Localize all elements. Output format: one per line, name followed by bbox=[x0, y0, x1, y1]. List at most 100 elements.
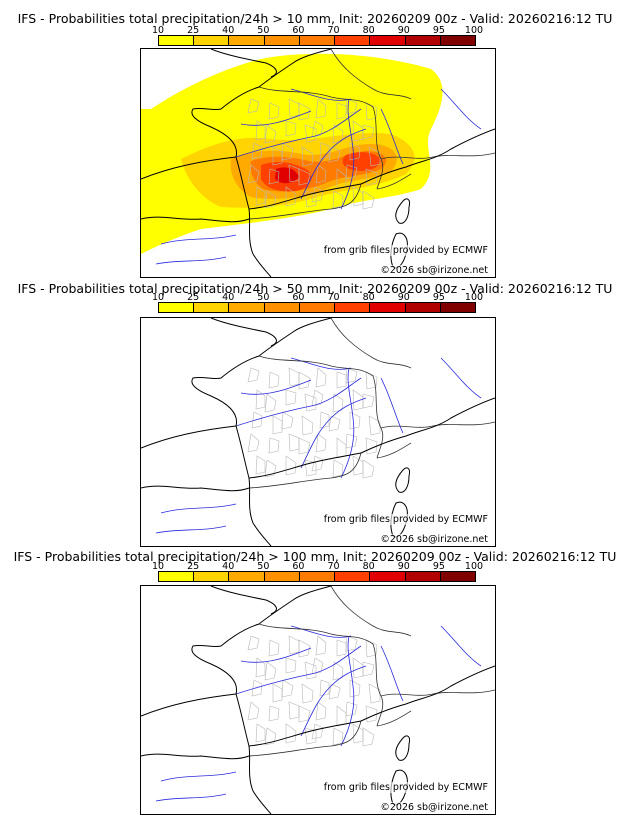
department-border bbox=[247, 701, 260, 721]
department-border bbox=[349, 679, 361, 698]
river bbox=[300, 397, 367, 469]
country-border bbox=[380, 689, 495, 697]
department-border bbox=[264, 459, 277, 478]
france-basemap bbox=[141, 318, 495, 546]
colorbar-tick-labels: 10 25 40 50 60 70 80 90 95 100 bbox=[152, 292, 483, 303]
department-border bbox=[362, 393, 375, 409]
department-border bbox=[319, 411, 330, 429]
panel-title: IFS - Probabilities total precipitation/… bbox=[17, 11, 613, 26]
river bbox=[290, 88, 352, 101]
department-border bbox=[255, 186, 266, 206]
river bbox=[290, 357, 352, 370]
probability-map: from grib files provided by ECMWF ©2026 … bbox=[140, 317, 496, 547]
coastline bbox=[248, 128, 495, 210]
department-border bbox=[368, 146, 381, 167]
country-border bbox=[258, 86, 374, 108]
department-border bbox=[345, 701, 358, 717]
colorbar-tick-label: 80 bbox=[362, 561, 375, 572]
department-border bbox=[362, 727, 375, 747]
river bbox=[235, 377, 362, 427]
colorbar-tick-label: 90 bbox=[397, 292, 410, 303]
colorbar-swatch bbox=[264, 303, 300, 312]
department-border bbox=[311, 186, 324, 203]
colorbar-tick-labels: 10 25 40 50 60 70 80 90 95 100 bbox=[152, 25, 483, 36]
department-border bbox=[365, 168, 378, 186]
department-border bbox=[311, 389, 324, 407]
probability-contour-7 bbox=[275, 167, 299, 184]
country-border bbox=[258, 355, 374, 377]
department-border bbox=[264, 124, 277, 144]
france-basemap bbox=[141, 586, 495, 814]
colorbar-tick-label: 90 bbox=[397, 25, 410, 36]
department-border bbox=[281, 679, 294, 698]
country-border bbox=[330, 49, 412, 100]
department-border bbox=[255, 389, 266, 410]
department-border bbox=[288, 635, 300, 655]
colorbar-tick-label: 50 bbox=[257, 25, 270, 36]
colorbar bbox=[158, 302, 476, 313]
river bbox=[160, 771, 237, 782]
department-border bbox=[319, 142, 330, 160]
colorbar-tick-label: 10 bbox=[151, 561, 165, 572]
copyright-credit: ©2026 sb@irizone.net bbox=[379, 265, 489, 276]
department-border bbox=[268, 102, 280, 120]
river bbox=[155, 525, 227, 534]
colorbar-swatch bbox=[440, 36, 475, 45]
coastline bbox=[141, 485, 250, 492]
department-border bbox=[336, 639, 347, 657]
panel-title: IFS - Probabilities total precipitation/… bbox=[17, 281, 613, 296]
river bbox=[380, 108, 404, 165]
department-border bbox=[352, 455, 364, 476]
department-border bbox=[301, 683, 314, 704]
country-border bbox=[258, 623, 374, 645]
department-border bbox=[298, 705, 311, 723]
colorbar-tick-label: 60 bbox=[292, 561, 305, 572]
department-border bbox=[304, 459, 317, 477]
coastline bbox=[248, 397, 495, 479]
department-border bbox=[311, 657, 324, 675]
department-border bbox=[315, 164, 327, 184]
department-border bbox=[272, 683, 283, 703]
department-border bbox=[288, 367, 300, 387]
department-border bbox=[301, 415, 314, 436]
colorbar-tick-label: 70 bbox=[327, 292, 340, 303]
colorbar-tick-label: 40 bbox=[222, 292, 235, 303]
department-border bbox=[345, 98, 358, 115]
colorbar-swatch bbox=[264, 572, 300, 581]
department-border bbox=[251, 142, 263, 160]
department-border bbox=[264, 661, 277, 681]
department-border bbox=[311, 455, 324, 472]
river bbox=[155, 793, 227, 802]
river bbox=[300, 665, 367, 737]
probability-map: from grib files provided by ECMWF ©2026 … bbox=[140, 585, 496, 815]
colorbar-swatch bbox=[370, 36, 406, 45]
river bbox=[440, 357, 482, 399]
department-border bbox=[345, 635, 358, 652]
department-border bbox=[264, 727, 277, 746]
colorbar-tick-label: 70 bbox=[327, 561, 340, 572]
department-border bbox=[304, 661, 317, 680]
river bbox=[290, 625, 352, 638]
department-border bbox=[298, 639, 311, 658]
department-border bbox=[247, 164, 260, 184]
colorbar-tick-label: 80 bbox=[362, 292, 375, 303]
river bbox=[240, 110, 312, 126]
colorbar-swatch bbox=[159, 36, 195, 45]
colorbar-tick-label: 50 bbox=[257, 292, 270, 303]
coastline bbox=[141, 753, 250, 760]
colorbar-swatch bbox=[194, 303, 230, 312]
department-border bbox=[328, 683, 341, 700]
colorbar-swatch bbox=[440, 303, 475, 312]
department-border bbox=[336, 371, 347, 389]
river bbox=[380, 645, 404, 702]
country-border bbox=[380, 152, 495, 160]
river bbox=[380, 377, 404, 434]
copyright-credit: ©2026 sb@irizone.net bbox=[379, 802, 489, 813]
department-border bbox=[268, 371, 280, 389]
probability-map: from grib files provided by ECMWF ©2026 … bbox=[140, 48, 496, 278]
department-border bbox=[304, 124, 317, 143]
department-border bbox=[328, 415, 341, 432]
department-border bbox=[345, 433, 358, 449]
colorbar-tick-label: 10 bbox=[151, 292, 165, 303]
department-border bbox=[304, 393, 317, 412]
